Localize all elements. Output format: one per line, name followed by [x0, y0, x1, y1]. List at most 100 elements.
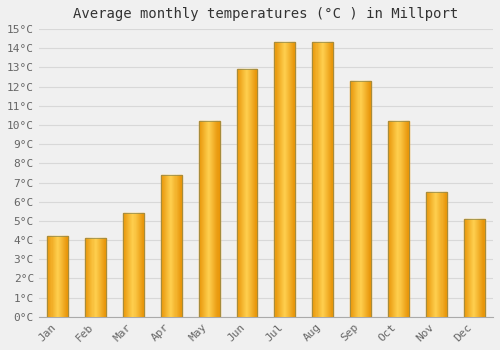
- Bar: [291, 42, 292, 317]
- Bar: [161, 175, 162, 317]
- Bar: [289, 42, 290, 317]
- Bar: [470, 219, 471, 317]
- Bar: [236, 69, 258, 317]
- Bar: [214, 121, 216, 317]
- Bar: [286, 42, 287, 317]
- Bar: [292, 42, 293, 317]
- Bar: [464, 219, 484, 317]
- Bar: [404, 121, 406, 317]
- Bar: [206, 121, 207, 317]
- Bar: [391, 121, 392, 317]
- Bar: [324, 42, 325, 317]
- Bar: [440, 192, 442, 317]
- Bar: [94, 238, 96, 317]
- Bar: [247, 69, 248, 317]
- Bar: [90, 238, 92, 317]
- Bar: [178, 175, 180, 317]
- Bar: [326, 42, 327, 317]
- Bar: [58, 236, 59, 317]
- Bar: [172, 175, 174, 317]
- Bar: [105, 238, 106, 317]
- Bar: [61, 236, 62, 317]
- Bar: [474, 219, 475, 317]
- Bar: [125, 213, 126, 317]
- Bar: [290, 42, 291, 317]
- Bar: [482, 219, 484, 317]
- Bar: [134, 213, 136, 317]
- Bar: [251, 69, 252, 317]
- Bar: [314, 42, 316, 317]
- Bar: [250, 69, 251, 317]
- Bar: [241, 69, 242, 317]
- Bar: [102, 238, 103, 317]
- Bar: [67, 236, 68, 317]
- Bar: [240, 69, 241, 317]
- Bar: [364, 81, 366, 317]
- Bar: [238, 69, 240, 317]
- Bar: [432, 192, 433, 317]
- Bar: [283, 42, 284, 317]
- Bar: [132, 213, 134, 317]
- Bar: [136, 213, 138, 317]
- Bar: [312, 42, 314, 317]
- Bar: [52, 236, 54, 317]
- Bar: [92, 238, 94, 317]
- Bar: [433, 192, 434, 317]
- Bar: [123, 213, 124, 317]
- Bar: [198, 121, 200, 317]
- Bar: [88, 238, 90, 317]
- Bar: [472, 219, 473, 317]
- Bar: [325, 42, 326, 317]
- Bar: [351, 81, 352, 317]
- Title: Average monthly temperatures (°C ) in Millport: Average monthly temperatures (°C ) in Mi…: [74, 7, 458, 21]
- Bar: [431, 192, 432, 317]
- Bar: [358, 81, 360, 317]
- Bar: [429, 192, 430, 317]
- Bar: [202, 121, 203, 317]
- Bar: [128, 213, 130, 317]
- Bar: [236, 69, 238, 317]
- Bar: [400, 121, 402, 317]
- Bar: [331, 42, 332, 317]
- Bar: [316, 42, 318, 317]
- Bar: [287, 42, 288, 317]
- Bar: [104, 238, 105, 317]
- Bar: [140, 213, 142, 317]
- Bar: [438, 192, 440, 317]
- Bar: [285, 42, 286, 317]
- Bar: [207, 121, 208, 317]
- Bar: [390, 121, 391, 317]
- Bar: [216, 121, 218, 317]
- Bar: [209, 121, 210, 317]
- Bar: [427, 192, 428, 317]
- Bar: [294, 42, 296, 317]
- Bar: [350, 81, 351, 317]
- Bar: [389, 121, 390, 317]
- Bar: [406, 121, 408, 317]
- Bar: [368, 81, 369, 317]
- Bar: [203, 121, 204, 317]
- Bar: [127, 213, 128, 317]
- Bar: [248, 69, 249, 317]
- Bar: [218, 121, 220, 317]
- Bar: [442, 192, 444, 317]
- Bar: [393, 121, 394, 317]
- Bar: [143, 213, 144, 317]
- Bar: [436, 192, 438, 317]
- Bar: [282, 42, 283, 317]
- Bar: [478, 219, 480, 317]
- Bar: [130, 213, 132, 317]
- Bar: [242, 69, 243, 317]
- Bar: [162, 175, 163, 317]
- Bar: [210, 121, 211, 317]
- Bar: [165, 175, 166, 317]
- Bar: [465, 219, 466, 317]
- Bar: [367, 81, 368, 317]
- Bar: [394, 121, 396, 317]
- Bar: [59, 236, 60, 317]
- Bar: [329, 42, 330, 317]
- Bar: [176, 175, 178, 317]
- Bar: [200, 121, 201, 317]
- Bar: [166, 175, 167, 317]
- Bar: [101, 238, 102, 317]
